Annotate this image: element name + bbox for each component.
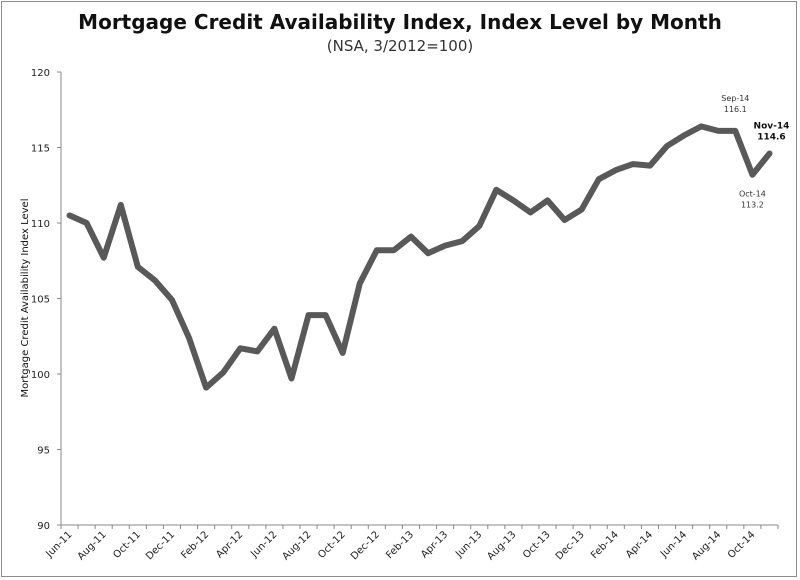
- data-label: Nov-14: [754, 122, 790, 132]
- y-axis-label: Mortgage Credit Availability Index Level: [20, 199, 31, 398]
- data-point: [581, 208, 583, 210]
- data-point: [359, 282, 361, 284]
- x-tick-label: Aug-13: [485, 529, 518, 562]
- data-point: [308, 314, 310, 316]
- data-point: [273, 328, 275, 330]
- data-point: [547, 199, 549, 201]
- data-point: [700, 125, 702, 127]
- data-point: [393, 249, 395, 251]
- y-tick-label: 105: [31, 295, 50, 306]
- x-tick-label: Feb-13: [384, 529, 416, 561]
- chart-title: Mortgage Credit Availability Index, Inde…: [78, 10, 722, 34]
- data-point: [188, 337, 190, 339]
- data-point: [410, 236, 412, 238]
- data-point: [666, 145, 668, 147]
- data-point: [478, 225, 480, 227]
- x-tick-label: Jun-12: [248, 529, 279, 560]
- series-line: [66, 123, 773, 391]
- data-point: [205, 387, 207, 389]
- data-point: [461, 240, 463, 242]
- y-tick-label: 115: [31, 144, 50, 155]
- x-tick-label: Jun-13: [453, 529, 484, 560]
- data-point: [342, 352, 344, 354]
- x-tick-label: Jun-14: [658, 529, 689, 560]
- data-point: [512, 199, 514, 201]
- data-point: [120, 204, 122, 206]
- y-tick-label: 100: [31, 370, 50, 381]
- data-label: 116.1: [724, 105, 747, 114]
- x-tick-label: Oct-14: [726, 529, 758, 561]
- y-tick-label: 90: [37, 521, 50, 532]
- x-tick-label: Dec-13: [554, 529, 587, 562]
- x-tick-label: Feb-14: [589, 529, 621, 561]
- x-tick-label: Oct-11: [111, 529, 143, 561]
- data-point: [495, 189, 497, 191]
- data-point: [171, 299, 173, 301]
- y-tick-label: 110: [31, 219, 50, 230]
- data-point: [598, 178, 600, 180]
- y-tick-label: 120: [31, 68, 50, 79]
- data-point: [376, 249, 378, 251]
- data-point: [615, 169, 617, 171]
- data-point: [717, 130, 719, 132]
- x-tick-label: Aug-11: [76, 529, 109, 562]
- data-point: [751, 174, 753, 176]
- data-label: 113.2: [741, 201, 764, 210]
- data-point: [290, 378, 292, 380]
- data-point: [154, 279, 156, 281]
- x-tick-label: Apr-14: [624, 529, 655, 560]
- data-point: [683, 134, 685, 136]
- x-tick-label: Apr-13: [419, 529, 450, 560]
- x-axis-ticks: Jun-11 Aug-11 Oct-11 Dec-11 Feb-12 Apr-12 Jun-…: [44, 525, 779, 562]
- data-label: Sep-14: [721, 94, 749, 103]
- chart-subtitle: (NSA, 3/2012=100): [326, 37, 474, 55]
- y-tick-label: 95: [37, 446, 50, 457]
- x-tick-label: Aug-14: [690, 529, 723, 562]
- data-point: [69, 214, 71, 216]
- data-point: [325, 314, 327, 316]
- data-point: [649, 165, 651, 167]
- data-point: [256, 350, 258, 352]
- x-tick-label: Dec-11: [144, 529, 177, 562]
- data-point: [86, 222, 88, 224]
- data-point: [529, 211, 531, 213]
- x-tick-label: Apr-12: [214, 529, 245, 560]
- data-point: [103, 257, 105, 259]
- data-point: [734, 130, 736, 132]
- data-point: [427, 252, 429, 254]
- data-point: [444, 245, 446, 247]
- x-tick-label: Jun-11: [44, 529, 75, 560]
- data-point: [222, 371, 224, 373]
- data-point: [137, 266, 139, 268]
- data-point: [632, 163, 634, 165]
- y-axis-ticks: 90 95 100 105 110 115 120: [31, 68, 61, 532]
- data-label: Oct-14: [739, 190, 766, 199]
- x-tick-label: Feb-12: [179, 529, 211, 561]
- x-tick-label: Oct-13: [521, 529, 553, 561]
- x-tick-label: Dec-12: [349, 529, 382, 562]
- data-point: [239, 347, 241, 349]
- data-point: [564, 219, 566, 221]
- x-tick-label: Oct-12: [316, 529, 348, 561]
- series-group: [66, 123, 773, 391]
- data-point: [768, 153, 770, 155]
- x-tick-label: Aug-12: [281, 529, 314, 562]
- data-label: 114.6: [757, 133, 785, 143]
